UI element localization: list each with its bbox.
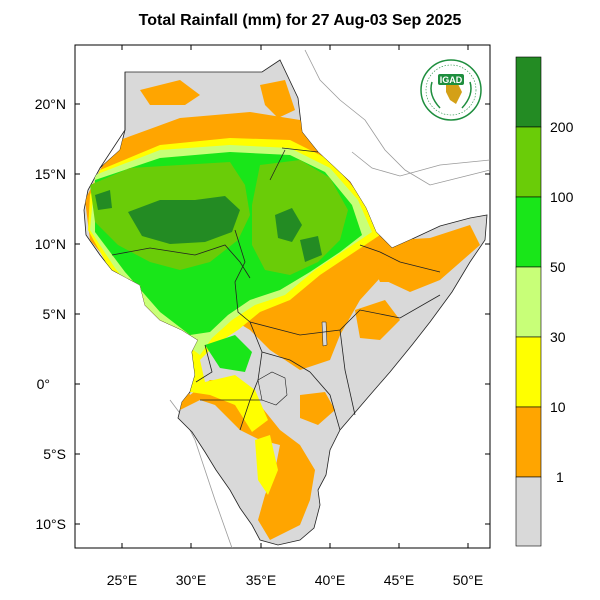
country-border — [249, 294, 441, 336]
lat-tick-label: 10°N — [35, 236, 66, 252]
legend-label: 30 — [550, 329, 566, 345]
legend-swatch-100-200 — [515, 126, 542, 198]
legend-label: 200 — [550, 119, 574, 135]
rain-area-over-200mm — [275, 208, 302, 242]
country-border — [309, 371, 341, 431]
rain-area-1-10mm — [355, 300, 400, 340]
rain-area-1-10mm — [260, 80, 295, 118]
country-border — [281, 147, 319, 153]
rain-area-1-10mm — [300, 392, 335, 425]
lat-tick-label: 0° — [37, 376, 50, 392]
country-border — [239, 321, 263, 431]
lat-tick-label: 15°N — [35, 166, 66, 182]
legend-swatch-50-100 — [515, 196, 542, 268]
igad-logo-text: IGAD — [440, 75, 463, 85]
lat-tick-label: 20°N — [35, 96, 66, 112]
africa-icon — [446, 84, 462, 104]
lon-axis — [121, 45, 469, 548]
lat-tick-label: 5°N — [43, 306, 67, 322]
rain-area-100-200mm — [252, 160, 348, 275]
legend-swatch-30-50 — [515, 266, 542, 338]
legend-label: 50 — [550, 259, 566, 275]
legend-label: 100 — [550, 189, 574, 205]
lon-tick-label: 45°E — [384, 572, 415, 588]
country-border — [261, 351, 311, 373]
coastline-outline — [304, 49, 490, 186]
rain-area-over-200mm — [300, 236, 322, 262]
lon-tick-label: 50°E — [453, 572, 484, 588]
map-title: Total Rainfall (mm) for 27 Aug-03 Sep 20… — [138, 12, 462, 29]
country-border — [111, 244, 251, 279]
country-border — [359, 244, 441, 273]
lon-tick-label: 35°E — [246, 572, 277, 588]
legend-swatch-1-10 — [515, 406, 542, 478]
country-border — [269, 149, 286, 181]
lat-tick-label: 5°S — [43, 446, 66, 462]
legend-swatch-over-200 — [515, 56, 542, 128]
legend-label: 10 — [550, 399, 566, 415]
rain-area-over-200mm — [128, 196, 240, 244]
rain-area-50-100mm — [205, 335, 252, 372]
igad-logo: IGAD — [420, 59, 482, 121]
lake-turkana — [321, 321, 328, 347]
country-border — [99, 72, 126, 169]
laurel-icon — [430, 81, 472, 109]
lon-tick-label: 25°E — [107, 572, 138, 588]
legend-label: 1 — [556, 469, 564, 485]
lon-tick-label: 30°E — [176, 572, 207, 588]
legend-swatch-10-30 — [515, 336, 542, 408]
lon-tick-label: 40°E — [315, 572, 346, 588]
rain-area-1-10mm — [140, 80, 200, 105]
coastline-outline — [351, 151, 490, 177]
country-border — [339, 329, 356, 416]
legend-swatch-under-1 — [515, 476, 542, 547]
country-border — [234, 229, 251, 323]
rain-area-10-30mm — [255, 435, 278, 495]
rain-area-1-10mm — [375, 262, 420, 282]
lat-tick-label: 10°S — [35, 516, 66, 532]
lat-axis — [75, 103, 490, 525]
rainfall-legend: 200 100 50 30 10 1 — [515, 56, 574, 547]
country-border — [195, 344, 213, 383]
rain-area-over-200mm — [95, 190, 112, 210]
